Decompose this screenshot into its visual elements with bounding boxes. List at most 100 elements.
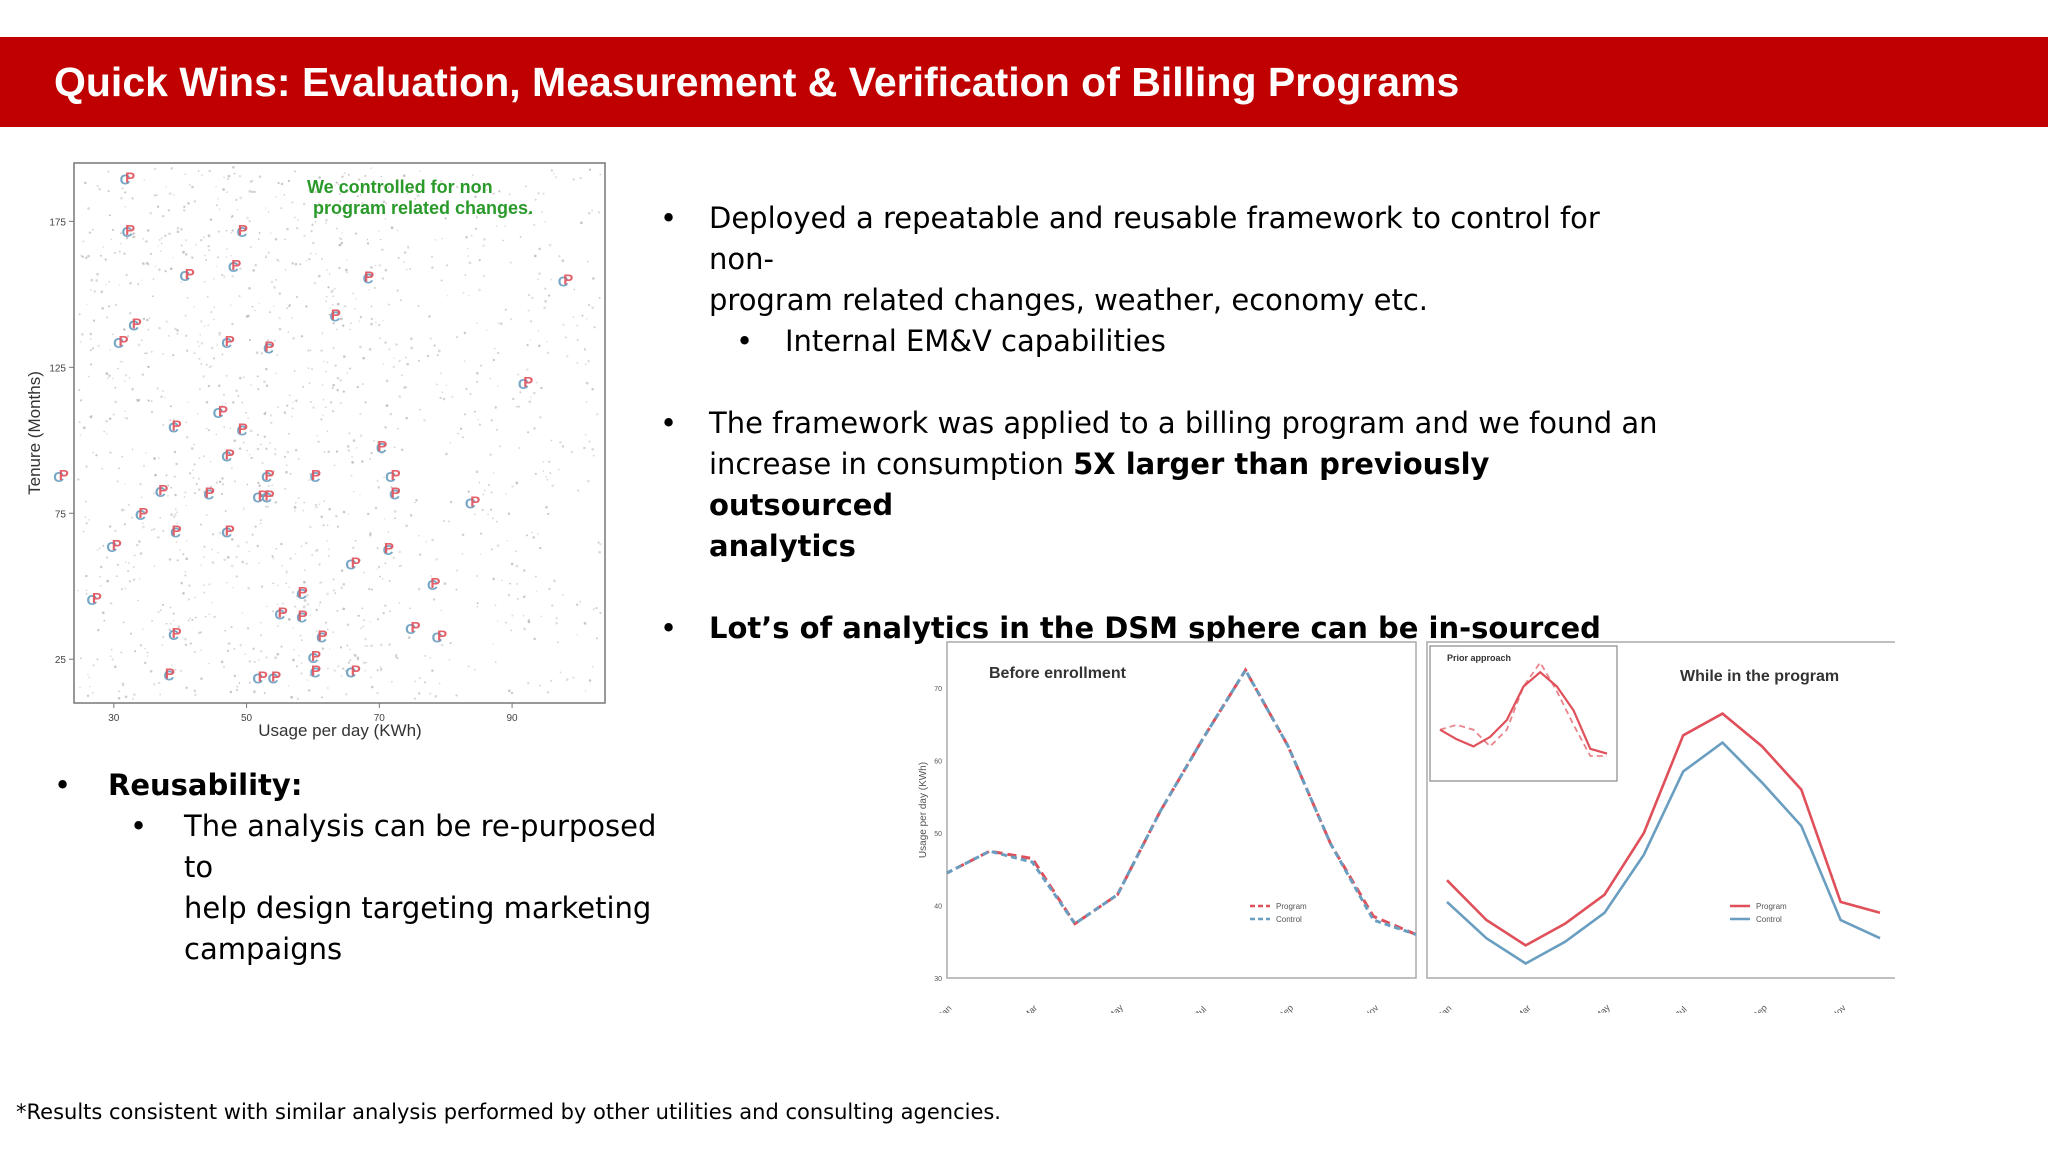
background-point	[260, 585, 264, 588]
background-point	[486, 189, 488, 191]
background-point	[494, 661, 497, 664]
background-point	[281, 602, 285, 605]
background-point	[172, 193, 175, 196]
background-point	[216, 197, 219, 200]
background-point	[398, 395, 402, 398]
background-point	[153, 492, 156, 495]
background-point	[217, 384, 221, 388]
background-point	[588, 168, 592, 171]
background-point	[176, 559, 179, 562]
control-marker: C	[432, 630, 443, 647]
background-point	[368, 587, 371, 591]
background-point	[347, 173, 350, 176]
background-point	[329, 306, 331, 309]
background-point	[312, 241, 315, 245]
background-point	[376, 568, 379, 571]
background-point	[230, 564, 234, 568]
background-point	[374, 264, 377, 267]
background-point	[309, 349, 312, 352]
control-marker: C	[203, 487, 214, 504]
background-point	[275, 372, 277, 375]
background-point	[124, 587, 127, 590]
background-point	[474, 195, 477, 198]
background-point	[405, 416, 409, 420]
background-point	[171, 664, 173, 667]
background-point	[179, 669, 183, 673]
background-point	[527, 431, 530, 434]
background-point	[223, 425, 226, 428]
background-point	[189, 642, 192, 645]
background-point	[92, 664, 96, 667]
background-point	[436, 383, 438, 386]
background-point	[238, 376, 242, 380]
background-point	[559, 671, 562, 674]
background-point	[221, 477, 224, 480]
background-point	[207, 384, 211, 388]
background-point	[124, 191, 127, 194]
background-point	[370, 322, 373, 326]
background-point	[218, 333, 221, 336]
background-point	[522, 595, 526, 599]
background-point	[147, 328, 150, 331]
background-point	[124, 695, 128, 699]
background-point	[337, 214, 339, 217]
background-point	[329, 648, 331, 650]
background-point	[260, 443, 262, 446]
background-point	[136, 399, 140, 402]
background-point	[419, 553, 422, 556]
x-tick-label: May	[1106, 1002, 1125, 1013]
background-point	[317, 274, 321, 278]
background-point	[377, 441, 380, 444]
background-point	[492, 472, 495, 474]
background-point	[373, 286, 377, 290]
background-point	[342, 582, 346, 586]
program-marker: P	[437, 628, 447, 645]
background-point	[140, 279, 143, 281]
background-point	[224, 402, 227, 405]
background-point	[198, 357, 201, 361]
background-point	[448, 658, 451, 661]
background-point	[202, 375, 205, 378]
background-point	[586, 479, 590, 483]
background-point	[325, 300, 327, 302]
background-point	[197, 170, 200, 172]
background-point	[343, 172, 346, 175]
x-tick-label: May	[1593, 1002, 1612, 1013]
background-point	[102, 544, 105, 547]
background-point	[134, 650, 137, 653]
background-point	[82, 426, 86, 430]
background-point	[218, 480, 221, 483]
background-point	[357, 178, 361, 181]
background-point	[278, 613, 281, 616]
bullet-text: increase in consumption	[709, 447, 1074, 481]
background-point	[205, 514, 208, 517]
program-marker: P	[298, 584, 308, 601]
background-point	[496, 385, 499, 388]
background-point	[257, 481, 260, 485]
background-point	[127, 503, 130, 506]
background-point	[309, 400, 313, 404]
x-tick-label: Jan	[936, 1003, 953, 1013]
background-point	[107, 377, 109, 379]
background-point	[226, 177, 230, 181]
background-point	[226, 649, 230, 652]
background-point	[376, 618, 380, 621]
background-point	[85, 589, 88, 592]
background-point	[515, 582, 519, 585]
background-point	[143, 464, 145, 467]
background-point	[157, 681, 161, 685]
series-line-program	[1446, 712, 1881, 947]
background-point	[137, 599, 139, 602]
background-point	[482, 493, 485, 496]
control-marker: C	[236, 423, 247, 440]
background-point	[90, 278, 94, 282]
background-point	[316, 434, 319, 437]
background-point	[260, 621, 262, 624]
background-point	[114, 386, 117, 389]
background-point	[184, 253, 188, 256]
background-point	[433, 344, 436, 347]
background-point	[326, 592, 329, 596]
program-marker: P	[92, 590, 102, 607]
background-point	[350, 322, 352, 324]
background-point	[114, 665, 117, 669]
